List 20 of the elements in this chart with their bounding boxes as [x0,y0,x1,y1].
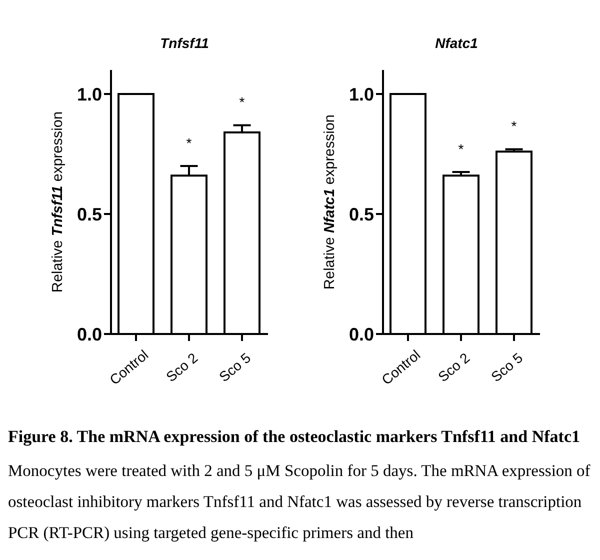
text: Figure 8. The mRNA expression of the osteoclastic markers Tnfsf11 and Nfatc1 [8,427,580,446]
chart-title: Nfatc1 [435,35,478,51]
y-axis-title: Relative Nfatc1 expression [322,114,338,290]
annotation: * [186,134,192,151]
y-tick-label: 0.0 [76,324,102,344]
y-axis-title: Relative Tnfsf11 expression [50,111,66,293]
text: Monocytes were treated with 2 and 5 μM Scopolin for 5 days. The mRNA expression of osteoclast inhibitory markers Tnfsf11 and Nfatc1 was assessed by reverse transcription PCR (RT-PCR) using targeted gene-specific primers and then [8,461,591,542]
y-tick-label: 0.5 [76,204,102,224]
annotation: * [458,140,464,157]
x-tick-label: Sco 5 [216,349,254,385]
x-tick-label: Sco 2 [162,349,201,385]
annotation: * [511,118,518,134]
chart-title: Tnfsf11 [160,35,210,51]
y-tick-label: 0.5 [348,204,374,224]
x-tick-label: Sco 5 [488,349,526,385]
y-tick-label: 1.0 [76,84,102,104]
y-tick-label: 0.0 [348,324,374,344]
y-tick-label: 1.0 [348,84,374,104]
annotation: * [239,94,246,110]
x-tick-label: Sco 2 [434,349,473,385]
